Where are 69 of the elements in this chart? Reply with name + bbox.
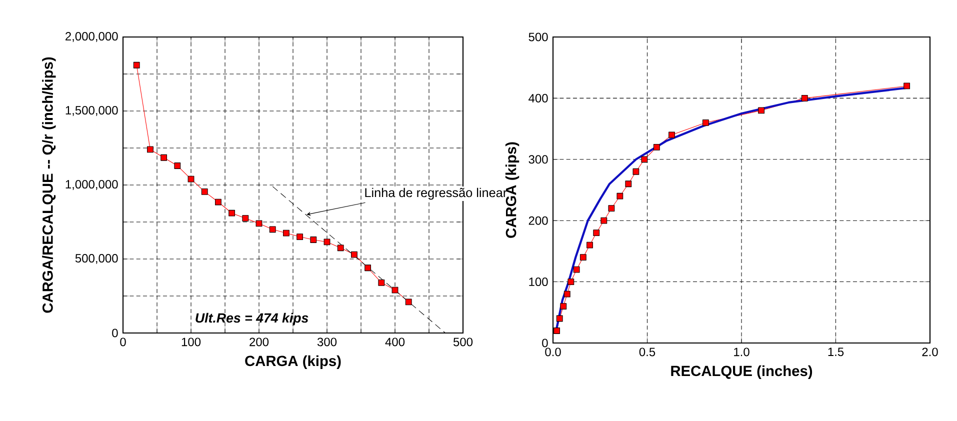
x-axis-title: RECALQUE (inches) [671,365,812,380]
x-tick-label: 2.0 [922,348,938,356]
y-tick-label: 2,000,000 [66,32,118,42]
y-tick-label: 400 [528,94,548,102]
point [586,242,593,248]
y-tick-label: 200 [528,216,548,225]
point [174,162,181,169]
y-tick-label: 500 [528,32,548,42]
y-tick-label: 1,000,000 [66,180,118,190]
point [554,328,560,334]
point [668,132,675,138]
point [242,215,249,222]
point [801,94,808,102]
point [392,286,398,294]
point [593,230,600,236]
point [269,226,276,233]
point [702,119,709,126]
point [364,264,372,272]
y-tick-label: 1,500,000 [66,106,118,116]
point [600,217,608,224]
point [653,144,660,150]
x-tick-label: 0.0 [545,348,561,356]
y-tick-label: 500,000 [75,254,118,264]
point [201,188,208,195]
point [310,236,317,243]
annotation: Ult.Res = 474 kips [196,312,308,326]
point [283,230,290,236]
point [556,315,563,322]
x-axis-title: CARGA (kips) [245,355,341,370]
annotation: Linha de regressão linear [365,188,507,200]
point [324,238,330,246]
point [147,146,154,153]
point [560,303,567,310]
point [133,62,140,68]
point [568,278,574,285]
point [296,234,304,240]
x-tick-label: 0 [120,338,126,346]
point [405,298,412,306]
point [228,210,236,216]
point [580,254,586,261]
y-axis-title: CARGA/RECALQUE -- Q/r (inch/kips) [42,57,56,313]
y-axis-title: CARGA (kips) [505,142,520,238]
point [758,107,764,114]
point [337,244,344,252]
point [632,168,640,175]
point [564,290,570,298]
y-tick-label: 0 [112,328,118,338]
x-tick-label: 100 [182,338,201,346]
point [904,82,910,90]
x-tick-label: 200 [250,338,269,346]
x-tick-label: 400 [385,338,405,346]
point [256,220,262,227]
y-tick-label: 300 [528,155,548,164]
x-tick-label: 1.0 [734,348,750,356]
x-tick-label: 500 [453,338,473,346]
point [625,180,632,188]
x-tick-label: 0.5 [639,348,656,356]
point [616,192,624,200]
x-tick-label: 300 [317,338,337,346]
point [573,266,580,273]
point [641,156,648,163]
point [188,176,194,182]
point [351,251,358,258]
point [608,205,615,212]
point [215,198,222,206]
y-tick-label: 100 [529,278,548,286]
x-tick-label: 1.5 [828,348,844,356]
point [378,279,385,286]
point [160,154,168,161]
